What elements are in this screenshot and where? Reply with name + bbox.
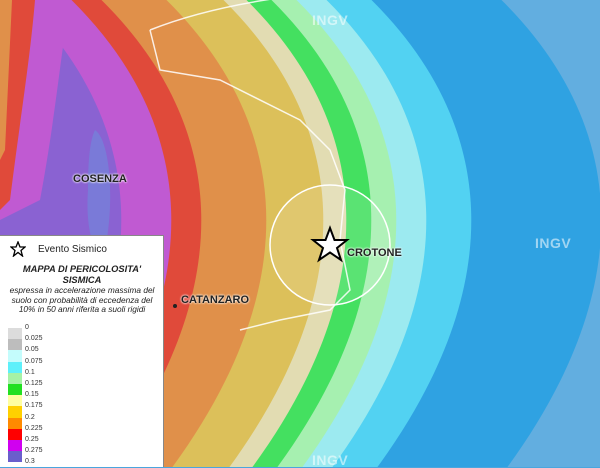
ingv-watermark: INGV bbox=[312, 452, 349, 468]
legend-tick-label: 0.125 bbox=[25, 380, 43, 387]
legend-tick-label: 0.175 bbox=[25, 402, 43, 410]
city-label-crotone: CROTONE bbox=[347, 247, 402, 259]
legend-swatch bbox=[8, 417, 22, 429]
band-blue-core bbox=[87, 130, 111, 252]
city-label-cosenza: COSENZA bbox=[73, 173, 127, 185]
catanzaro-marker bbox=[173, 304, 177, 308]
map-legend: Evento Sismico MAPPA DI PERICOLOSITA' SI… bbox=[0, 235, 164, 467]
legend-swatch bbox=[8, 406, 22, 418]
legend-tick-label: 0 bbox=[25, 324, 29, 331]
legend-tick-label: 0.075 bbox=[25, 357, 43, 365]
legend-tick-label: 0.225 bbox=[25, 424, 43, 432]
legend-tick-label: 0.1 bbox=[25, 368, 35, 376]
band-orange-west bbox=[0, 0, 12, 160]
ingv-watermark: INGV bbox=[535, 235, 572, 251]
legend-title-block: MAPPA DI PERICOLOSITA' SISMICA espressa … bbox=[4, 264, 160, 315]
legend-tick-label: 0.025 bbox=[25, 335, 43, 343]
legend-tick-label: 0.2 bbox=[25, 413, 35, 421]
city-label-catanzaro: CATANZARO bbox=[181, 294, 250, 306]
legend-tick-label: 0.275 bbox=[25, 447, 43, 455]
legend-swatch bbox=[8, 328, 22, 340]
legend-swatch bbox=[8, 428, 22, 440]
legend-subtitle: espressa in accelerazione massima del su… bbox=[9, 285, 155, 315]
legend-title: MAPPA DI PERICOLOSITA' SISMICA bbox=[22, 264, 142, 285]
legend-swatch bbox=[8, 384, 22, 396]
legend-swatch bbox=[8, 350, 22, 362]
legend-swatch bbox=[8, 339, 22, 351]
legend-swatch bbox=[8, 451, 22, 463]
epicenter-star-icon[interactable] bbox=[310, 225, 350, 263]
legend-event-label: Evento Sismico bbox=[38, 243, 107, 255]
legend-event: Evento Sismico bbox=[10, 241, 107, 257]
ingv-watermark: INGV bbox=[312, 12, 349, 28]
legend-tick-label: 0.05 bbox=[25, 346, 39, 354]
legend-tick-label: 0.25 bbox=[25, 436, 39, 443]
legend-swatch bbox=[8, 440, 22, 452]
star-icon bbox=[10, 241, 26, 257]
legend-tick-label: 0.3 bbox=[25, 458, 35, 466]
legend-swatch bbox=[8, 372, 22, 384]
legend-swatch bbox=[8, 395, 22, 407]
province-boundary bbox=[149, 0, 351, 331]
legend-swatch bbox=[8, 361, 22, 373]
legend-tick-label: 0.15 bbox=[25, 391, 39, 399]
